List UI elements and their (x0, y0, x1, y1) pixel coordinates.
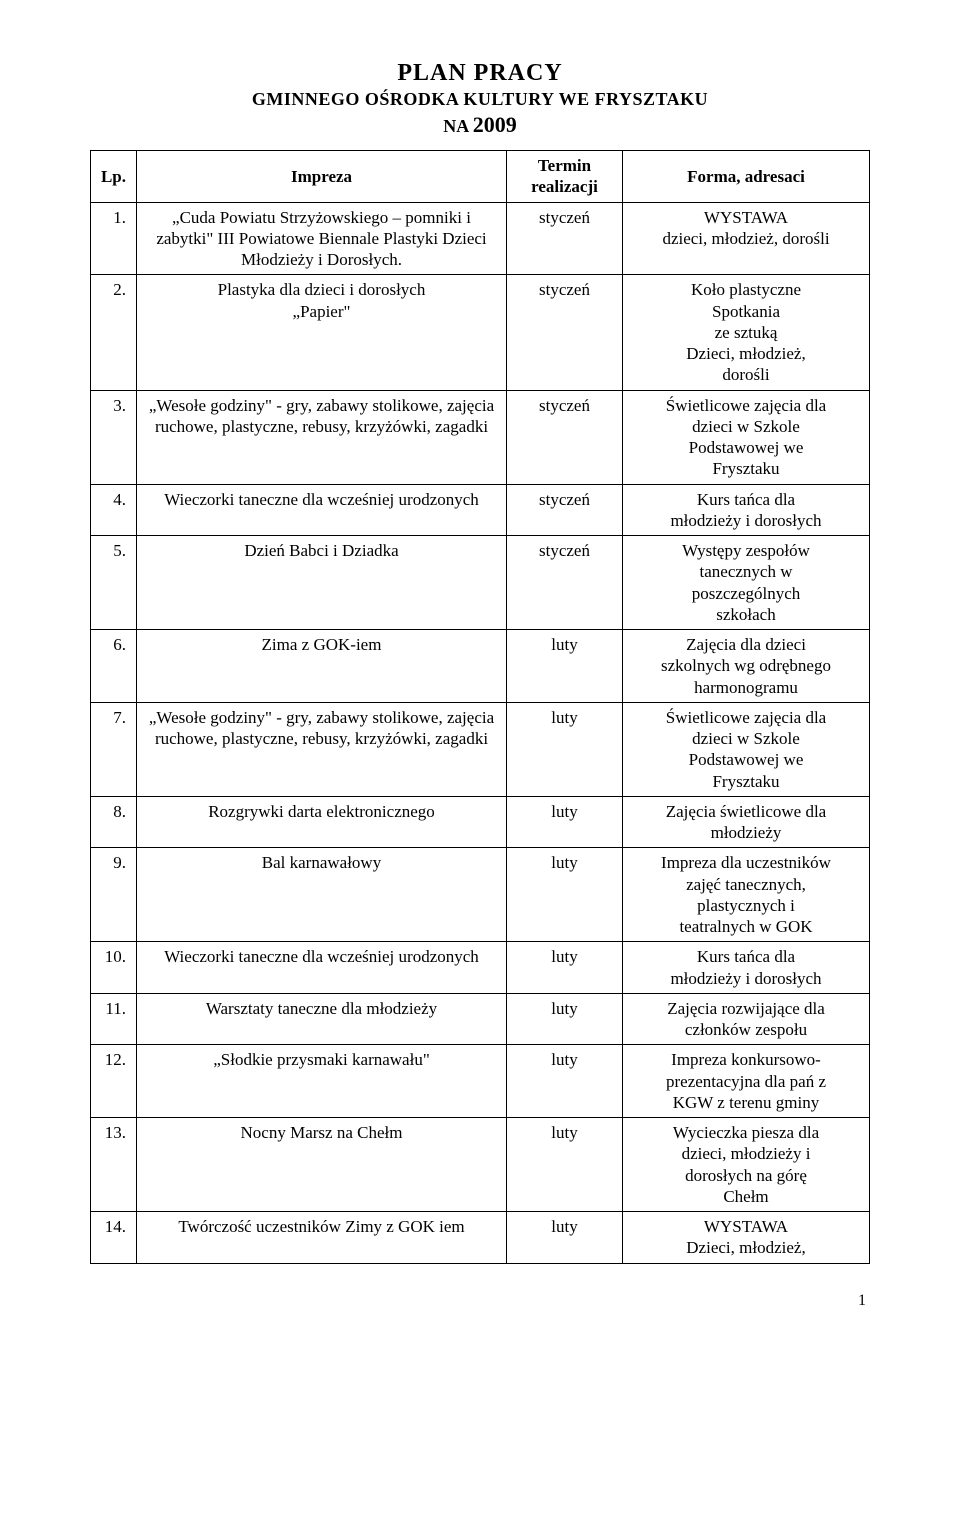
table-row: 14.Twórczość uczestników Zimy z GOK ieml… (91, 1212, 870, 1264)
cell-forma: Impreza konkursowo- prezentacyjna dla pa… (623, 1045, 870, 1118)
table-row: 1.„Cuda Powiatu Strzyżowskiego – pomniki… (91, 202, 870, 275)
cell-lp: 4. (91, 484, 137, 536)
cell-forma: WYSTAWA Dzieci, młodzież, (623, 1212, 870, 1264)
cell-impreza: Plastyka dla dzieci i dorosłych „Papier" (137, 275, 507, 390)
col-header-impreza: Impreza (137, 151, 507, 203)
document-page: PLAN PRACY GMINNEGO OŚRODKA KULTURY WE F… (0, 0, 960, 1350)
cell-lp: 13. (91, 1118, 137, 1212)
cell-lp: 10. (91, 942, 137, 994)
cell-lp: 2. (91, 275, 137, 390)
cell-forma: Kurs tańca dla młodzieży i dorosłych (623, 942, 870, 994)
cell-termin: luty (507, 848, 623, 942)
title-main: PLAN PRACY (90, 60, 870, 87)
cell-termin: luty (507, 1045, 623, 1118)
cell-forma: WYSTAWA dzieci, młodzież, dorośli (623, 202, 870, 275)
cell-lp: 9. (91, 848, 137, 942)
cell-impreza: „Wesołe godziny" - gry, zabawy stolikowe… (137, 702, 507, 796)
cell-forma: Występy zespołów tanecznych w poszczegól… (623, 536, 870, 630)
cell-termin: styczeń (507, 275, 623, 390)
cell-lp: 1. (91, 202, 137, 275)
cell-termin: styczeń (507, 390, 623, 484)
table-row: 4.Wieczorki taneczne dla wcześniej urodz… (91, 484, 870, 536)
table-row: 7.„Wesołe godziny" - gry, zabawy stoliko… (91, 702, 870, 796)
title-year-line: NA 2009 (90, 112, 870, 138)
title-sub: GMINNEGO OŚRODKA KULTURY WE FRYSZTAKU (90, 89, 870, 110)
cell-impreza: Wieczorki taneczne dla wcześniej urodzon… (137, 942, 507, 994)
cell-forma: Zajęcia rozwijające dla członków zespołu (623, 993, 870, 1045)
cell-impreza: Warsztaty taneczne dla młodzieży (137, 993, 507, 1045)
col-header-forma: Forma, adresaci (623, 151, 870, 203)
cell-termin: styczeń (507, 484, 623, 536)
page-number: 1 (90, 1292, 870, 1310)
cell-lp: 3. (91, 390, 137, 484)
cell-impreza: „Wesołe godziny" - gry, zabawy stolikowe… (137, 390, 507, 484)
cell-termin: styczeń (507, 202, 623, 275)
cell-lp: 8. (91, 796, 137, 848)
cell-impreza: Zima z GOK-iem (137, 630, 507, 703)
cell-forma: Impreza dla uczestników zajęć tanecznych… (623, 848, 870, 942)
title-na: NA (443, 116, 468, 136)
cell-lp: 12. (91, 1045, 137, 1118)
table-row: 6.Zima z GOK-iemlutyZajęcia dla dzieci s… (91, 630, 870, 703)
cell-forma: Zajęcia świetlicowe dla młodzieży (623, 796, 870, 848)
table-row: 13.Nocny Marsz na ChełmlutyWycieczka pie… (91, 1118, 870, 1212)
cell-impreza: „Cuda Powiatu Strzyżowskiego – pomniki i… (137, 202, 507, 275)
cell-forma: Zajęcia dla dzieci szkolnych wg odrębneg… (623, 630, 870, 703)
cell-impreza: Nocny Marsz na Chełm (137, 1118, 507, 1212)
cell-termin: luty (507, 942, 623, 994)
cell-impreza: Rozgrywki darta elektronicznego (137, 796, 507, 848)
cell-termin: luty (507, 993, 623, 1045)
table-row: 9.Bal karnawałowylutyImpreza dla uczestn… (91, 848, 870, 942)
cell-forma: Świetlicowe zajęcia dla dzieci w Szkole … (623, 390, 870, 484)
table-row: 8.Rozgrywki darta elektronicznegolutyZaj… (91, 796, 870, 848)
cell-impreza: Wieczorki taneczne dla wcześniej urodzon… (137, 484, 507, 536)
cell-termin: styczeń (507, 536, 623, 630)
cell-forma: Wycieczka piesza dla dzieci, młodzieży i… (623, 1118, 870, 1212)
title-block: PLAN PRACY GMINNEGO OŚRODKA KULTURY WE F… (90, 60, 870, 138)
cell-lp: 5. (91, 536, 137, 630)
table-row: 12.„Słodkie przysmaki karnawału"lutyImpr… (91, 1045, 870, 1118)
cell-impreza: Dzień Babci i Dziadka (137, 536, 507, 630)
cell-termin: luty (507, 702, 623, 796)
col-header-termin: Termin realizacji (507, 151, 623, 203)
col-header-lp: Lp. (91, 151, 137, 203)
cell-impreza: Twórczość uczestników Zimy z GOK iem (137, 1212, 507, 1264)
cell-lp: 11. (91, 993, 137, 1045)
cell-impreza: Bal karnawałowy (137, 848, 507, 942)
cell-forma: Koło plastyczne Spotkania ze sztuką Dzie… (623, 275, 870, 390)
cell-termin: luty (507, 796, 623, 848)
table-row: 5.Dzień Babci i DziadkastyczeńWystępy ze… (91, 536, 870, 630)
plan-table: Lp. Impreza Termin realizacji Forma, adr… (90, 150, 870, 1264)
cell-lp: 14. (91, 1212, 137, 1264)
table-header-row: Lp. Impreza Termin realizacji Forma, adr… (91, 151, 870, 203)
cell-forma: Kurs tańca dla młodzieży i dorosłych (623, 484, 870, 536)
table-row: 3.„Wesołe godziny" - gry, zabawy stoliko… (91, 390, 870, 484)
cell-forma: Świetlicowe zajęcia dla dzieci w Szkole … (623, 702, 870, 796)
title-year: 2009 (473, 112, 517, 137)
cell-termin: luty (507, 1212, 623, 1264)
cell-lp: 6. (91, 630, 137, 703)
table-row: 10.Wieczorki taneczne dla wcześniej urod… (91, 942, 870, 994)
cell-termin: luty (507, 630, 623, 703)
cell-termin: luty (507, 1118, 623, 1212)
table-row: 2.Plastyka dla dzieci i dorosłych „Papie… (91, 275, 870, 390)
table-row: 11.Warsztaty taneczne dla młodzieżylutyZ… (91, 993, 870, 1045)
cell-impreza: „Słodkie przysmaki karnawału" (137, 1045, 507, 1118)
cell-lp: 7. (91, 702, 137, 796)
